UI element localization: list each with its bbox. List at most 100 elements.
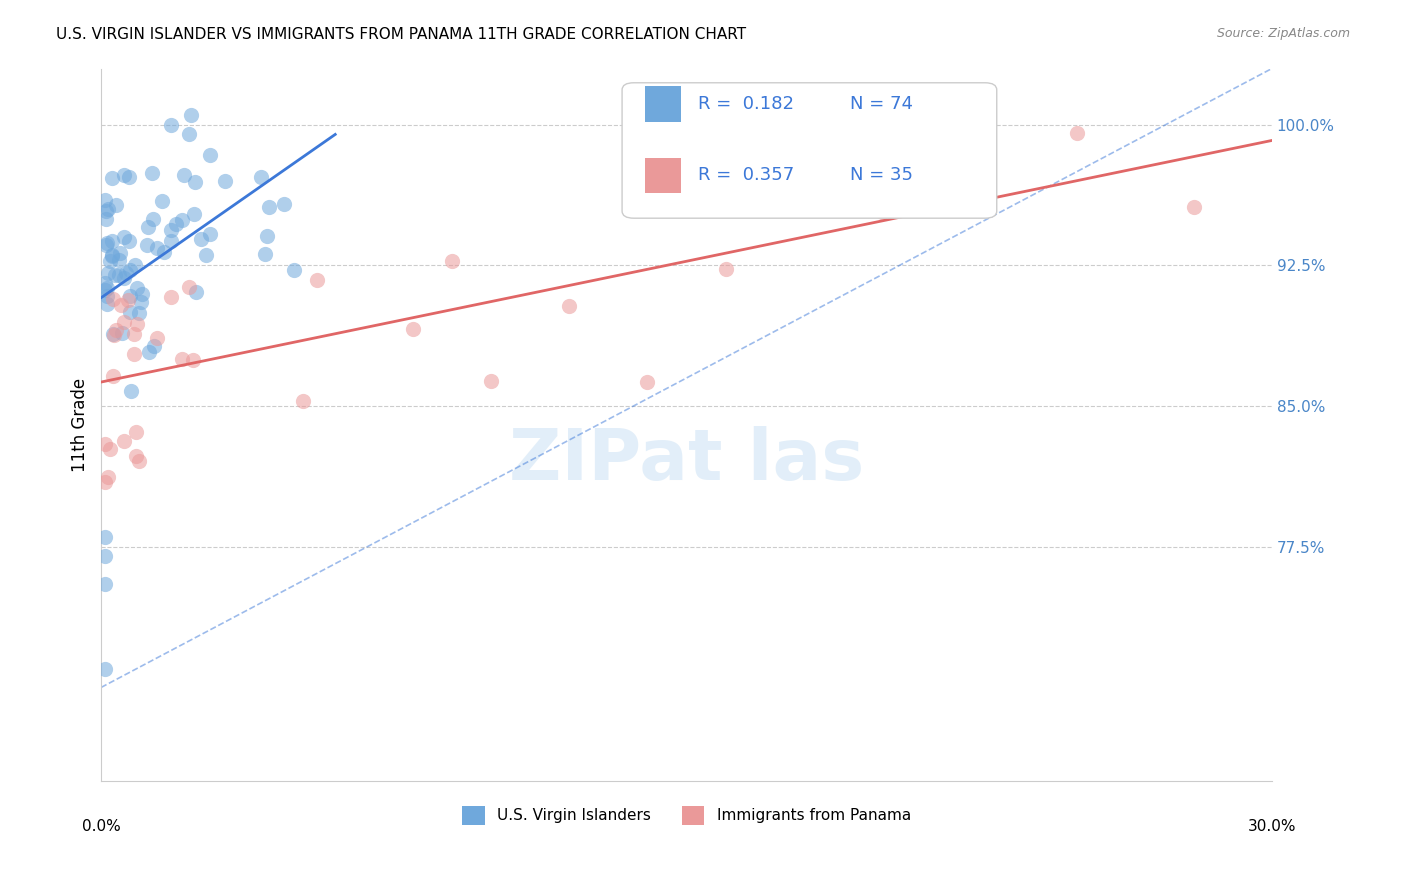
Point xyxy=(96,289,118,303)
Point xyxy=(214,174,236,188)
Point xyxy=(138,344,160,359)
Point xyxy=(96,235,118,250)
Text: N = 35: N = 35 xyxy=(851,167,914,185)
Point xyxy=(402,322,425,336)
Point xyxy=(160,223,183,237)
Point xyxy=(94,437,117,451)
Point xyxy=(125,425,148,440)
Point xyxy=(125,449,148,463)
Point xyxy=(870,205,893,219)
Point xyxy=(183,207,205,221)
Point xyxy=(118,169,141,184)
Point xyxy=(180,108,202,122)
Point xyxy=(97,266,120,280)
Point xyxy=(94,193,117,207)
Point xyxy=(94,277,117,291)
Point xyxy=(479,374,502,388)
Point xyxy=(291,394,314,409)
Point xyxy=(125,317,148,331)
Point xyxy=(117,293,139,307)
Point xyxy=(146,241,169,255)
Text: R =  0.182: R = 0.182 xyxy=(699,95,794,113)
Point xyxy=(103,369,125,384)
Point xyxy=(142,212,165,227)
Point xyxy=(181,353,204,368)
Point xyxy=(184,285,207,300)
Point xyxy=(104,198,127,212)
Point xyxy=(96,237,118,252)
Point xyxy=(114,315,136,329)
Point xyxy=(177,128,200,142)
Point xyxy=(100,442,122,457)
Point xyxy=(283,263,305,277)
Point xyxy=(94,283,117,297)
Point xyxy=(125,281,148,295)
Point xyxy=(97,470,120,484)
Point xyxy=(136,237,159,252)
Point xyxy=(636,375,658,389)
Point xyxy=(105,323,128,337)
Point xyxy=(97,202,120,216)
Point xyxy=(110,298,132,312)
Point xyxy=(107,252,129,267)
Point xyxy=(94,662,117,676)
Point xyxy=(142,339,165,353)
Point xyxy=(108,245,131,260)
Point xyxy=(256,228,278,243)
Point xyxy=(172,212,194,227)
Text: R =  0.357: R = 0.357 xyxy=(699,167,794,185)
Point xyxy=(173,168,195,182)
Point xyxy=(793,108,815,122)
Point xyxy=(124,258,146,272)
Point xyxy=(108,268,131,282)
Point xyxy=(184,175,207,189)
Point xyxy=(120,384,142,399)
Point xyxy=(259,200,281,214)
Point xyxy=(118,263,141,277)
Point xyxy=(714,262,737,277)
Text: N = 74: N = 74 xyxy=(851,95,914,113)
Text: 0.0%: 0.0% xyxy=(82,819,121,834)
Point xyxy=(128,454,150,468)
Point xyxy=(122,327,145,342)
Point xyxy=(101,171,124,186)
Point xyxy=(103,328,125,343)
Point xyxy=(195,248,218,262)
Bar xyxy=(645,158,681,194)
Point xyxy=(141,166,163,180)
Point xyxy=(150,194,173,209)
Point xyxy=(94,530,117,544)
Point xyxy=(159,290,181,304)
Point xyxy=(179,280,201,294)
Point xyxy=(136,219,159,234)
Y-axis label: 11th Grade: 11th Grade xyxy=(72,378,89,472)
Point xyxy=(1066,126,1088,140)
Point xyxy=(112,434,135,448)
Legend: U.S. Virgin Islanders, Immigrants from Panama: U.S. Virgin Islanders, Immigrants from P… xyxy=(456,800,917,830)
Point xyxy=(94,577,117,591)
Point xyxy=(305,273,328,287)
Point xyxy=(101,292,124,306)
Point xyxy=(198,227,221,242)
Point xyxy=(190,232,212,246)
Point xyxy=(165,217,187,231)
Point xyxy=(112,230,135,244)
Point xyxy=(101,327,124,342)
Bar xyxy=(645,87,681,122)
Point xyxy=(273,197,295,211)
Point xyxy=(118,234,141,248)
Point xyxy=(146,330,169,344)
Point xyxy=(94,549,117,564)
Point xyxy=(128,306,150,320)
Point xyxy=(254,247,277,261)
Text: Source: ZipAtlas.com: Source: ZipAtlas.com xyxy=(1216,27,1350,40)
Point xyxy=(111,326,134,341)
Point xyxy=(100,253,122,268)
Point xyxy=(153,244,176,259)
Point xyxy=(249,170,271,185)
Point xyxy=(170,351,193,366)
Point xyxy=(160,118,183,132)
Point xyxy=(112,168,135,182)
Point xyxy=(1182,200,1205,214)
Text: 30.0%: 30.0% xyxy=(1247,819,1296,834)
